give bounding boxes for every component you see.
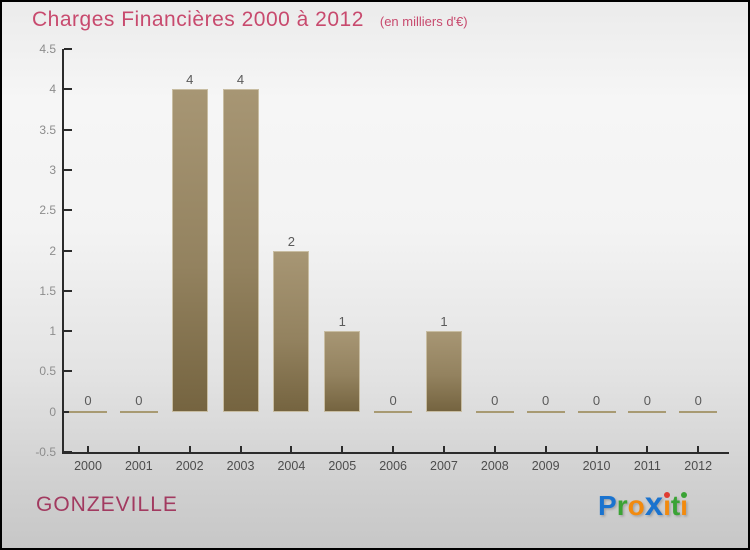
bar-2007 <box>425 331 462 412</box>
zero-marker-2011 <box>628 410 667 413</box>
x-tick-label: 2007 <box>430 459 458 473</box>
x-tick <box>595 446 598 453</box>
x-tick-label: 2012 <box>684 459 713 473</box>
y-tick <box>64 249 72 252</box>
x-tick <box>87 446 89 453</box>
logo-i-dot <box>681 492 688 498</box>
x-tick <box>697 446 700 453</box>
y-tick-label: 2 <box>49 243 56 258</box>
bar-value-label-2012: 0 <box>694 392 702 408</box>
bar-value-label-2010: 0 <box>592 392 601 408</box>
logo-letter-P: P <box>598 490 617 521</box>
bar-2002 <box>171 89 208 412</box>
x-tick-label: 2001 <box>124 459 153 473</box>
chart-header: Charges Financières 2000 à 2012 (en mill… <box>32 8 468 32</box>
y-tick-label: 0 <box>49 404 56 419</box>
y-tick-label: 0.5 <box>39 364 56 379</box>
zero-marker-2008 <box>475 410 514 413</box>
x-tick-label: 2003 <box>226 459 255 473</box>
y-tick <box>64 128 72 131</box>
logo-i-dot <box>663 492 670 498</box>
chart-title: Charges Financières 2000 à 2012 <box>32 8 364 31</box>
bar-value-label-2000: 0 <box>84 392 92 408</box>
x-tick <box>646 446 649 453</box>
x-tick <box>442 446 445 453</box>
x-tick-label: 2010 <box>582 459 611 473</box>
x-tick <box>493 446 496 453</box>
logo-letter-o: o <box>627 490 645 521</box>
x-tick-label: 2000 <box>74 459 102 473</box>
y-axis-line <box>62 49 64 454</box>
x-tick-label: 2008 <box>480 459 509 473</box>
y-tick <box>64 48 72 50</box>
y-tick-label: 4.5 <box>39 42 56 56</box>
y-tick-label: 2.5 <box>39 203 56 218</box>
x-tick <box>239 446 242 453</box>
bar-2004 <box>273 250 310 412</box>
x-tick <box>341 446 344 453</box>
bar-value-label-2003: 4 <box>236 72 245 88</box>
bar-value-label-2001: 0 <box>135 392 143 408</box>
x-tick <box>188 446 191 453</box>
zero-marker-2012 <box>679 410 718 413</box>
y-tick <box>64 209 72 212</box>
x-tick <box>137 446 140 453</box>
y-tick-label: 4 <box>49 82 56 97</box>
x-tick-label: 2006 <box>379 459 407 473</box>
bar-value-label-2004: 2 <box>287 233 295 249</box>
y-tick <box>64 168 72 171</box>
bar-value-label-2009: 0 <box>542 392 550 408</box>
logo-letter-t: t <box>670 490 681 521</box>
y-tick-label: 3.5 <box>39 122 56 137</box>
y-tick <box>64 410 72 413</box>
zero-marker-2001 <box>119 410 158 413</box>
bar-value-label-2006: 0 <box>389 392 397 408</box>
x-tick-label: 2004 <box>277 459 306 473</box>
bar-value-label-2005: 1 <box>338 314 346 330</box>
bar-value-label-2002: 4 <box>186 72 194 88</box>
bar-2003 <box>222 89 259 412</box>
logo-letter-i: ı <box>663 490 671 521</box>
x-tick <box>392 446 395 453</box>
x-tick <box>290 446 293 453</box>
y-tick <box>64 88 72 91</box>
chart-units-label: (en milliers d'€) <box>379 14 468 29</box>
y-tick-label: -0.5 <box>35 445 56 459</box>
x-tick-label: 2005 <box>328 459 357 473</box>
zero-marker-2010 <box>577 410 616 413</box>
zero-marker-2006 <box>374 410 413 413</box>
y-tick-label: 1 <box>49 324 56 339</box>
y-tick <box>64 451 72 453</box>
proxiti-logo[interactable]: Proxı tı <box>598 486 688 524</box>
logo-letter-r: r <box>616 490 628 521</box>
y-tick-label: 1.5 <box>39 283 56 298</box>
bar-value-label-2008: 0 <box>491 392 499 408</box>
y-tick-label: 3 <box>49 162 56 177</box>
x-tick-label: 2009 <box>531 459 560 473</box>
logo-letter-i: ı <box>680 490 688 521</box>
location-label: GONZEVILLE <box>36 493 178 516</box>
bar-value-label-2007: 1 <box>440 314 448 330</box>
bar-value-label-2011: 0 <box>643 392 651 408</box>
zero-marker-2000 <box>69 410 107 413</box>
x-tick-label: 2002 <box>175 459 204 473</box>
y-tick <box>64 289 72 292</box>
zero-marker-2009 <box>526 410 565 413</box>
x-tick <box>544 446 547 453</box>
y-tick <box>64 370 72 373</box>
bar-2005 <box>324 331 361 412</box>
x-tick-label: 2011 <box>633 459 661 473</box>
x-axis-line <box>62 452 729 454</box>
y-tick <box>64 330 72 333</box>
logo-letter-x: x <box>644 485 664 522</box>
